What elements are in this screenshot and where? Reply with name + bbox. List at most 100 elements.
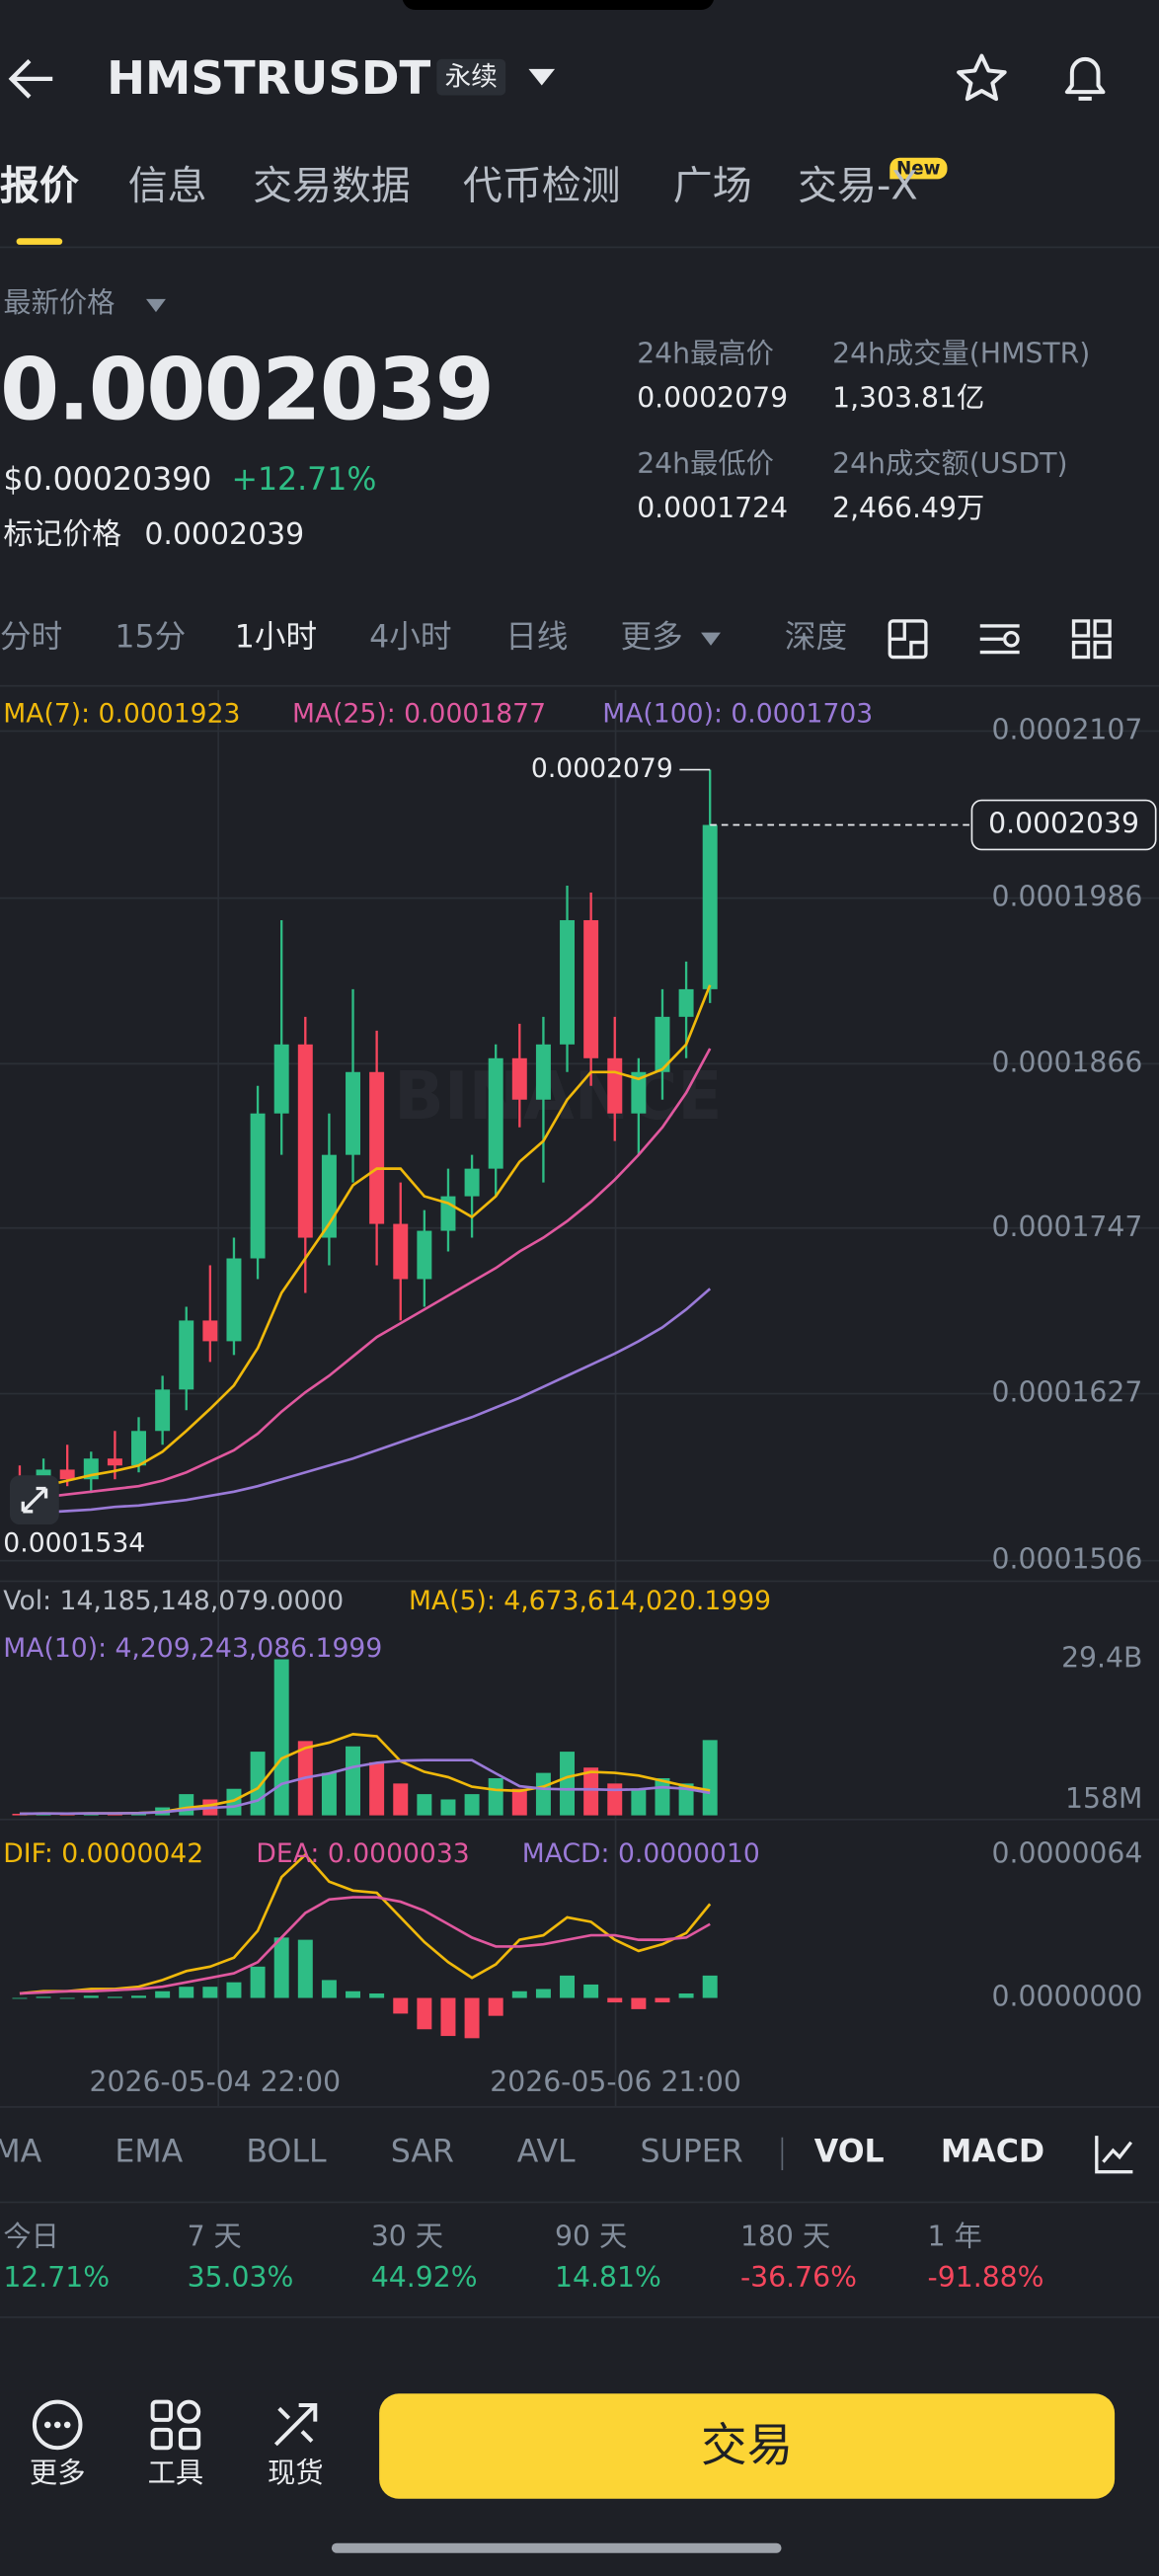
mark-label: 标记价格: [3, 517, 122, 553]
stat-label: 24h最高价: [637, 338, 774, 372]
volume-bar: [511, 1788, 527, 1816]
indicator[interactable]: BOLL: [246, 2134, 327, 2171]
tab[interactable]: 交易-X: [798, 162, 918, 209]
tab[interactable]: 报价: [0, 162, 79, 209]
alert-button[interactable]: [1057, 49, 1114, 109]
volume-bar: [417, 1794, 432, 1816]
macd-bar: [393, 1997, 409, 2014]
macd-bar: [560, 1975, 576, 1998]
symbol[interactable]: HMSTRUSDT: [107, 50, 431, 106]
macd-bar: [107, 1996, 122, 1998]
more-dropdown[interactable]: [699, 631, 722, 648]
volume-ma-line: [19, 1758, 711, 1816]
home-indicator: [331, 2542, 782, 2553]
settings-icon[interactable]: [976, 618, 1023, 661]
price-label[interactable]: 最新价格: [3, 287, 116, 321]
indicator[interactable]: EMA: [115, 2134, 184, 2171]
symbol-dropdown[interactable]: [527, 67, 557, 87]
legend-entry: MA(25): 0.0001877: [292, 698, 546, 729]
expand-button[interactable]: [9, 1475, 59, 1525]
volume-bar: [583, 1767, 599, 1816]
candle-body: [107, 1458, 122, 1466]
tab[interactable]: 广场: [672, 162, 752, 209]
indicator[interactable]: SUPER: [640, 2134, 743, 2171]
candle-body: [155, 1389, 171, 1432]
period-label: 30 天: [370, 2221, 444, 2254]
tools-icon[interactable]: [149, 2398, 201, 2451]
volume-bar: [440, 1799, 456, 1816]
interval[interactable]: 更多: [620, 619, 683, 656]
tab[interactable]: 信息: [127, 162, 207, 209]
macd-bar: [12, 1997, 28, 1999]
more-icon[interactable]: [32, 2398, 84, 2451]
divider: [0, 246, 1159, 249]
layout-icon[interactable]: [1070, 618, 1113, 661]
favorite-button[interactable]: [954, 51, 1010, 108]
indicator-settings[interactable]: [1093, 2133, 1135, 2175]
price-box: [970, 799, 1157, 851]
macd-bar: [417, 1997, 432, 2030]
candle-body: [273, 1044, 289, 1114]
watermark: BINANCE: [394, 1057, 722, 1134]
stat-value: 1,303.81亿: [832, 382, 985, 416]
macd-bar: [607, 1997, 623, 2003]
tab[interactable]: 代币检测: [462, 162, 621, 209]
indicator[interactable]: VOL: [813, 2134, 885, 2171]
volume-bar: [535, 1772, 551, 1816]
nav-label[interactable]: 现货: [268, 2458, 324, 2491]
y-tick-label: 0.0001627: [992, 1376, 1143, 1409]
ma-line: [19, 984, 712, 1494]
candle-body: [607, 1057, 623, 1114]
macd-bar: [131, 1995, 146, 1998]
interval[interactable]: 1小时: [234, 619, 318, 656]
price-change: +12.71%: [231, 461, 377, 499]
macd-bar: [36, 1996, 51, 1998]
legend-entry: DEA: 0.0000033: [256, 1838, 469, 1869]
candle-body: [250, 1113, 266, 1259]
indicator[interactable]: AVL: [516, 2134, 576, 2171]
interval[interactable]: 日线: [505, 619, 569, 656]
price-dropdown[interactable]: [144, 297, 167, 314]
high-label: 0.0002079: [531, 753, 673, 784]
macd-bar: [583, 1984, 599, 1998]
macd-bar: [535, 1989, 551, 1998]
candle-body: [631, 1071, 647, 1114]
stat-value: 0.0002079: [637, 382, 789, 416]
interval[interactable]: 深度: [784, 619, 848, 656]
candle-body: [202, 1320, 218, 1342]
y-tick-label: 0.0001866: [992, 1046, 1143, 1078]
interval[interactable]: 15分: [115, 619, 187, 656]
stat-label: 24h最低价: [637, 448, 774, 482]
back-button[interactable]: [7, 56, 56, 103]
period-label: 7 天: [187, 2221, 242, 2254]
indicator[interactable]: MA: [0, 2134, 42, 2171]
volume-bar: [655, 1777, 670, 1816]
volume-bar: [678, 1783, 694, 1816]
tool-icon[interactable]: [887, 618, 929, 661]
volume-bar: [321, 1772, 337, 1816]
macd-bar: [511, 1991, 527, 1998]
new-badge: New: [889, 157, 948, 180]
indicator[interactable]: MACD: [940, 2134, 1045, 2171]
tab[interactable]: 交易数据: [253, 162, 411, 209]
trade-button[interactable]: 交易: [379, 2393, 1116, 2499]
period-label: 今日: [3, 2221, 59, 2254]
contract-tag: 永续: [436, 58, 506, 96]
stat-value: 2,466.49万: [832, 493, 985, 526]
macd-line: [19, 1852, 712, 1995]
divider: [0, 1580, 1159, 1583]
period-value: 12.71%: [3, 2262, 111, 2296]
indicator[interactable]: SAR: [390, 2134, 454, 2171]
candle-body: [560, 919, 576, 1045]
interval[interactable]: 4小时: [369, 619, 452, 656]
ma-line: [19, 1048, 712, 1502]
legend-entry: MA(7): 0.0001923: [3, 698, 240, 729]
volume-ma-line: [19, 1733, 711, 1816]
spot-icon[interactable]: [270, 2398, 322, 2451]
y-tick-label: 0.0002107: [992, 713, 1143, 745]
interval[interactable]: 分时: [0, 619, 63, 656]
nav-label[interactable]: 更多: [29, 2458, 86, 2491]
nav-label[interactable]: 工具: [147, 2458, 204, 2491]
